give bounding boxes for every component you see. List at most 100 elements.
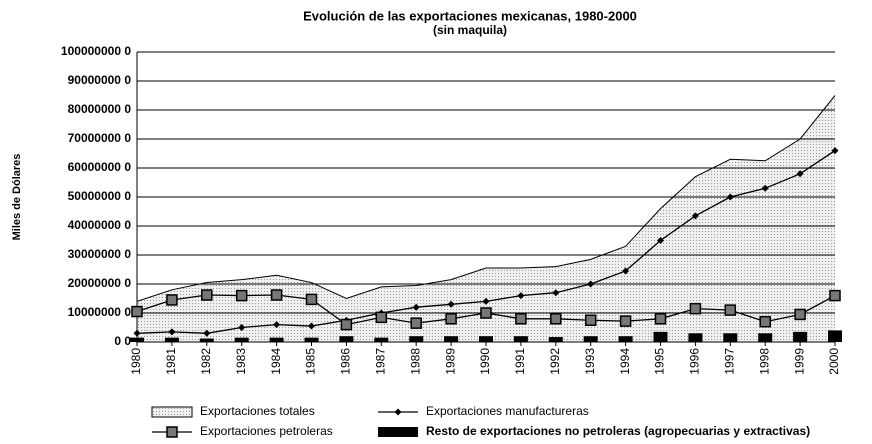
marker [794, 308, 806, 321]
bar [234, 337, 249, 342]
legend-swatch [378, 427, 418, 437]
marker [412, 303, 420, 311]
marker [340, 318, 353, 331]
marker [273, 321, 281, 329]
legend-label: Exportaciones manufactureras [426, 404, 589, 418]
marker [796, 170, 804, 178]
x-tick-label: 1984 [269, 348, 283, 375]
x-tick-label: 1994 [618, 348, 632, 375]
bar [618, 336, 633, 342]
x-tick-label: 1996 [688, 348, 702, 375]
legend-label: Exportaciones petroleras [200, 424, 333, 438]
marker [619, 315, 632, 327]
x-tick-label: 1980 [129, 348, 143, 375]
marker [691, 212, 699, 220]
y-tick-label: 60000000 0 [68, 160, 132, 174]
bar [828, 330, 842, 342]
x-tick-label: 1987 [373, 348, 387, 375]
legend: Exportaciones totales Exportaciones manuf… [151, 404, 810, 438]
marker [829, 289, 841, 302]
area-outline [136, 95, 836, 302]
marker [238, 324, 246, 331]
bar [583, 336, 598, 342]
x-tick-label: 1990 [478, 348, 492, 375]
marker [410, 317, 422, 329]
marker [482, 297, 490, 305]
y-tick-label: 20000000 0 [68, 276, 132, 290]
bar [758, 333, 773, 342]
y-tick-label: 0 0 [114, 334, 131, 348]
bar [164, 337, 179, 342]
bar [130, 337, 144, 342]
y-tick-label: 50000000 0 [68, 189, 132, 203]
area [137, 95, 835, 342]
x-tick-label: 1986 [339, 348, 353, 375]
x-tick-label: 1992 [548, 348, 562, 375]
chart-title: Evolución de las exportaciones mexicanas… [303, 8, 637, 23]
bar [688, 333, 703, 342]
y-axis-title: Miles de Dólares [11, 154, 23, 241]
marker [203, 329, 211, 337]
y-tick-label: 90000000 0 [68, 73, 132, 87]
marker [480, 307, 492, 319]
legend-label: Resto de exportaciones no petroleras (ag… [426, 424, 810, 438]
bar [409, 336, 424, 342]
x-tick-label: 1982 [199, 348, 213, 375]
x-tick-label: 1985 [304, 348, 318, 375]
x-tick-label: 1981 [164, 348, 178, 375]
marker [375, 311, 388, 324]
marker [759, 315, 771, 328]
marker [131, 305, 143, 318]
bar [304, 337, 319, 342]
marker [831, 147, 839, 155]
x-tick-label: 1988 [408, 348, 422, 375]
marker [517, 292, 525, 300]
x-tick-label: 1983 [234, 348, 248, 375]
marker [235, 289, 248, 302]
x-tick-label: 1999 [792, 348, 806, 375]
marker [654, 313, 667, 325]
bar [793, 331, 808, 342]
legend-marker [394, 408, 402, 416]
marker [201, 289, 213, 301]
marker [166, 294, 178, 306]
legend-label: Exportaciones totales [200, 404, 315, 418]
marker [308, 322, 315, 330]
y-tick-label: 30000000 0 [68, 247, 132, 261]
x-tick-label: 1989 [443, 348, 457, 375]
bar [374, 337, 389, 342]
legend-marker [166, 426, 178, 438]
y-tick-label: 10000000 0 [68, 305, 132, 319]
bar [339, 336, 354, 342]
bar [513, 336, 528, 342]
bar [199, 338, 214, 342]
marker [168, 328, 176, 336]
marker [552, 289, 560, 297]
marker [622, 267, 630, 275]
y-tick-label: 80000000 0 [68, 102, 132, 116]
x-tick-label: 1991 [513, 348, 527, 375]
bar [723, 333, 738, 342]
chart-subtitle: (sin maquila) [433, 23, 507, 37]
marker [550, 313, 562, 325]
plot-area [130, 51, 842, 346]
bar [653, 331, 668, 342]
bar [269, 337, 284, 342]
y-tick-label: 100000000 0 [61, 44, 131, 58]
bar [444, 336, 459, 342]
x-tick-label: 1998 [757, 348, 771, 375]
marker [587, 280, 595, 288]
x-tick-label: 1993 [583, 348, 597, 375]
y-tick-label: 40000000 0 [68, 218, 132, 232]
marker [761, 184, 769, 192]
marker [657, 237, 664, 244]
bar [548, 337, 563, 342]
marker [724, 304, 737, 316]
marker [584, 314, 597, 326]
x-tick-label: 1997 [722, 348, 736, 375]
x-tick-label: 2000 [827, 348, 841, 375]
marker [133, 329, 141, 337]
marker [270, 289, 283, 301]
legend-swatch [151, 406, 193, 418]
